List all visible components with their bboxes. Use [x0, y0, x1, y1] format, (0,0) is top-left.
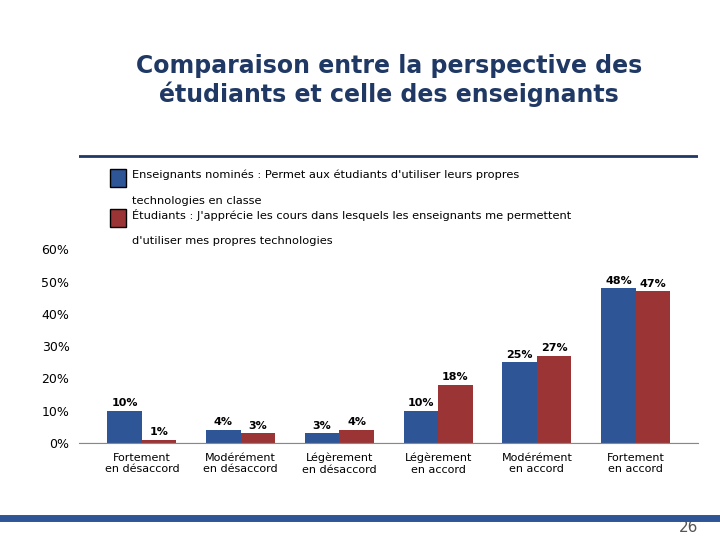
Bar — [107, 410, 142, 443]
Bar — [240, 433, 275, 443]
Bar — [438, 385, 473, 443]
Bar — [636, 291, 670, 443]
Bar — [339, 430, 374, 443]
Bar — [305, 433, 339, 443]
Bar — [503, 362, 537, 443]
Bar — [537, 356, 572, 443]
Text: 10%: 10% — [112, 398, 138, 408]
FancyBboxPatch shape — [110, 170, 126, 187]
Text: Étudiants : J'apprécie les cours dans lesquels les enseignants me permettent: Étudiants : J'apprécie les cours dans le… — [132, 210, 571, 221]
Bar — [142, 440, 176, 443]
Text: Enseignants nominés : Permet aux étudiants d'utiliser leurs propres: Enseignants nominés : Permet aux étudian… — [132, 170, 519, 180]
Text: Comparaison entre la perspective des
étudiants et celle des enseignants: Comparaison entre la perspective des étu… — [135, 53, 642, 107]
Text: 26: 26 — [679, 519, 698, 535]
Text: 10%: 10% — [408, 398, 434, 408]
Text: 4%: 4% — [214, 417, 233, 427]
Text: 27%: 27% — [541, 343, 567, 353]
Bar — [206, 430, 240, 443]
Text: 48%: 48% — [605, 275, 631, 286]
Text: technologies en classe: technologies en classe — [132, 196, 261, 206]
Text: 4%: 4% — [347, 417, 366, 427]
Text: 18%: 18% — [442, 372, 469, 382]
Text: 1%: 1% — [150, 427, 168, 437]
Text: 3%: 3% — [248, 421, 267, 430]
Text: 47%: 47% — [639, 279, 666, 289]
Text: d'utiliser mes propres technologies: d'utiliser mes propres technologies — [132, 236, 333, 246]
Text: 3%: 3% — [312, 421, 331, 430]
Text: 25%: 25% — [506, 349, 533, 360]
FancyBboxPatch shape — [110, 210, 126, 227]
Bar — [404, 410, 438, 443]
Bar — [601, 288, 636, 443]
